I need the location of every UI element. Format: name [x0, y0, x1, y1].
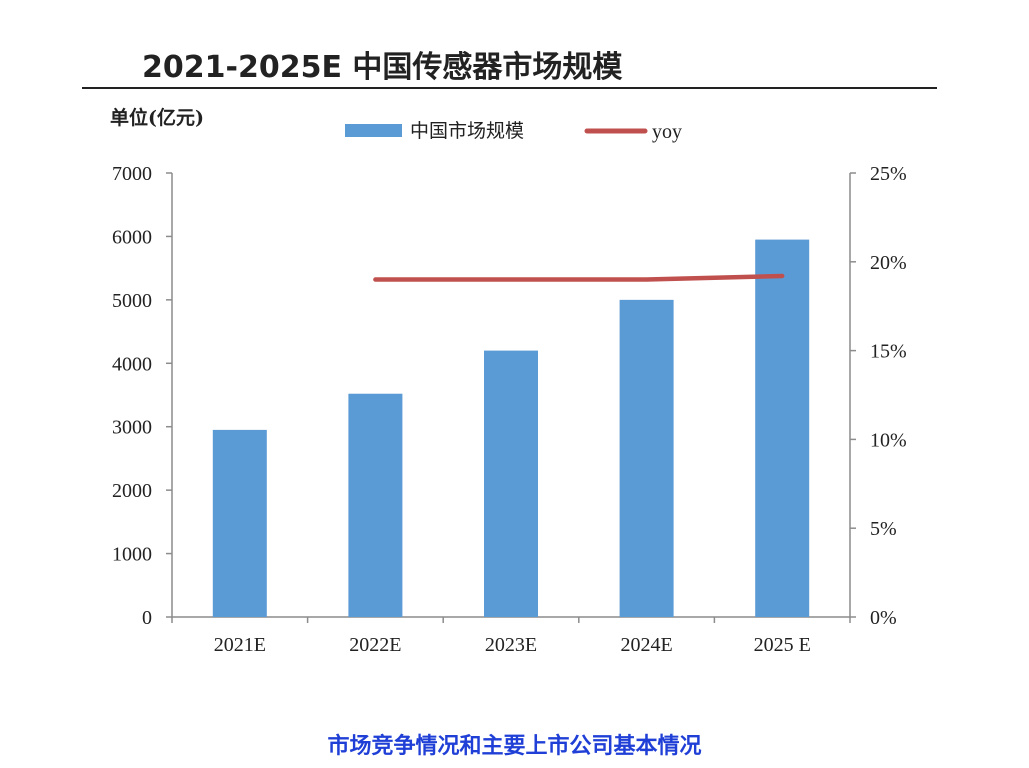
right-axis-ticks: 0% 5% 10% 15% 20% 25% — [850, 163, 907, 629]
left-tick-label: 0 — [142, 607, 152, 629]
right-tick-label: 5% — [870, 518, 897, 540]
x-tick-label: 2021E — [214, 634, 266, 656]
right-tick-label: 25% — [870, 163, 907, 185]
x-tick-label: 2024E — [620, 634, 672, 656]
bars — [212, 239, 810, 617]
left-tick-label: 5000 — [112, 290, 152, 312]
bar-2022E — [348, 393, 403, 617]
right-tick-label: 0% — [870, 607, 897, 629]
yoy-line — [373, 273, 785, 282]
yoy-series — [373, 273, 785, 282]
x-tick-label: 2022E — [349, 634, 401, 656]
bar-2025E — [755, 239, 810, 617]
right-tick-label: 15% — [870, 341, 907, 363]
right-tick-label: 10% — [870, 429, 907, 451]
bar-2024E — [619, 299, 674, 617]
x-tick-label: 2023E — [485, 634, 537, 656]
unit-label: 单位(亿元) — [110, 106, 204, 129]
legend-bar-swatch — [345, 124, 402, 137]
legend-bar-label: 中国市场规模 — [410, 120, 524, 142]
left-tick-label: 1000 — [112, 544, 152, 566]
left-tick-label: 3000 — [112, 417, 152, 439]
x-axis-ticks: 2021E 2022E 2023E 2024E 2025 E — [171, 617, 851, 656]
legend-line-label: yoy — [652, 121, 682, 143]
right-tick-label: 20% — [870, 252, 907, 274]
bar-2021E — [212, 429, 267, 617]
chart-title: 2021-2025E 中国传感器市场规模 — [142, 50, 622, 85]
x-tick-label: 2025 E — [754, 634, 811, 656]
footer-caption: 市场竞争情况和主要上市公司基本情况 — [327, 734, 702, 759]
left-axis-ticks: 0 1000 2000 3000 4000 5000 6000 7000 — [112, 163, 172, 629]
left-tick-label: 4000 — [112, 353, 152, 375]
left-tick-label: 6000 — [112, 226, 152, 248]
left-tick-label: 7000 — [112, 163, 152, 185]
left-tick-label: 2000 — [112, 480, 152, 502]
legend: 中国市场规模 yoy — [345, 120, 682, 143]
bar-2023E — [484, 350, 538, 617]
